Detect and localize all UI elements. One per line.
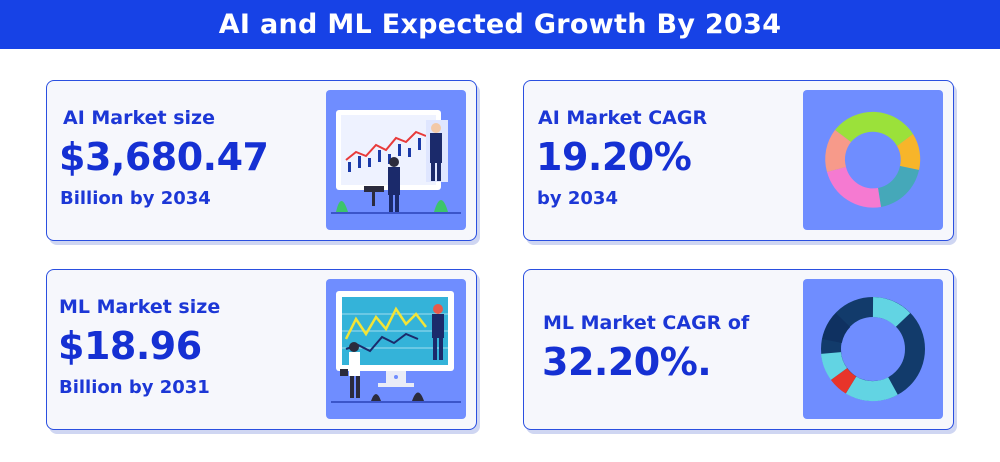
ml-market-size-value: $18.96	[58, 324, 202, 368]
ai-market-size-card: AI Market size $3,680.47 Billion by 2034	[46, 80, 477, 241]
ml-market-cagr-label: ML Market CAGR of	[543, 312, 750, 334]
presentation-trading-chart-illustration-icon	[326, 90, 466, 230]
donut-chart-icon	[803, 90, 943, 230]
ai-market-cagr-value: 19.20%	[536, 135, 692, 179]
ai-market-cagr-label: AI Market CAGR	[538, 107, 708, 129]
ai-market-size-label: AI Market size	[63, 107, 215, 129]
ai-market-size-value: $3,680.47	[59, 135, 269, 179]
ai-market-cagr-sub: by 2034	[537, 188, 618, 209]
page-title: AI and ML Expected Growth By 2034	[218, 9, 782, 40]
ai-market-cagr-card: AI Market CAGR 19.20% by 2034	[523, 80, 954, 241]
title-banner: AI and ML Expected Growth By 2034	[0, 0, 1000, 49]
ring-chart-icon	[803, 279, 943, 419]
analytics-screen-illustration-icon	[326, 279, 466, 419]
ml-market-size-sub: Billion by 2031	[59, 377, 210, 398]
ml-market-size-card: ML Market size $18.96 Billion by 2031	[46, 269, 477, 430]
ai-market-size-sub: Billion by 2034	[60, 188, 211, 209]
ml-market-cagr-card: ML Market CAGR of 32.20%.	[523, 269, 954, 430]
ml-market-cagr-value: 32.20%.	[542, 340, 712, 384]
ml-market-size-label: ML Market size	[59, 296, 221, 318]
